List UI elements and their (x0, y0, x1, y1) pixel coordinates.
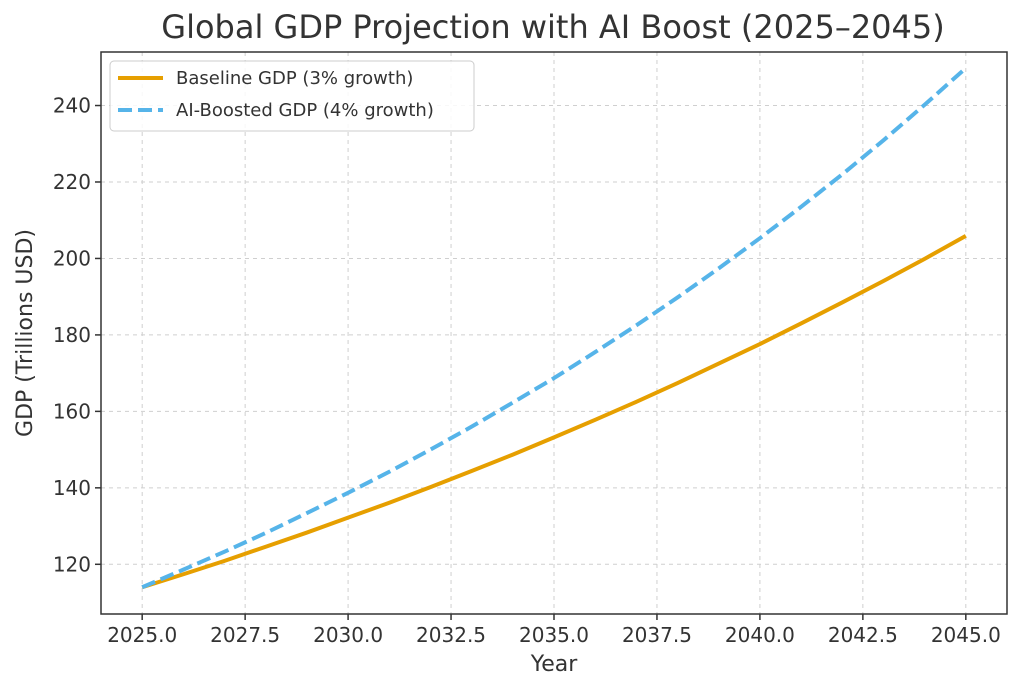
x-tick-label: 2027.5 (210, 623, 280, 647)
y-tick-label: 220 (53, 170, 91, 194)
x-axis-label: Year (530, 652, 579, 677)
x-tick-label: 2037.5 (622, 623, 692, 647)
series-layer (141, 66, 968, 590)
y-axis: 120 140 160 180 200 220 240 (53, 94, 101, 576)
y-axis-label: GDP (Trillions USD) (13, 229, 38, 437)
legend-box (109, 60, 475, 132)
series-line-baseline (141, 234, 967, 590)
grid-lines (101, 52, 1007, 614)
y-tick-label: 120 (53, 552, 91, 576)
chart-title: Global GDP Projection with AI Boost (202… (161, 8, 944, 46)
x-tick-label: 2030.0 (313, 623, 383, 647)
x-tick-label: 2032.5 (416, 623, 486, 647)
x-tick-label: 2042.5 (828, 623, 898, 647)
x-tick-label: 2040.0 (725, 623, 795, 647)
legend-label: Baseline GDP (3% growth) (176, 68, 413, 89)
legend: Baseline GDP (3% growth) AI-Boosted GDP (… (109, 60, 475, 132)
series-line-ai-boosted (141, 66, 968, 590)
legend-label: AI-Boosted GDP (4% growth) (176, 100, 434, 121)
x-tick-label: 2025.0 (107, 623, 177, 647)
y-tick-label: 140 (53, 476, 91, 500)
x-tick-label: 2035.0 (519, 623, 589, 647)
y-tick-label: 240 (53, 94, 91, 118)
y-tick-label: 180 (53, 323, 91, 347)
x-axis: 2025.0 2027.5 2030.0 2032.5 2035.0 2037.5 2040… (107, 614, 1001, 647)
y-tick-label: 160 (53, 399, 91, 423)
y-tick-label: 200 (53, 246, 91, 270)
x-tick-label: 2045.0 (931, 623, 1001, 647)
